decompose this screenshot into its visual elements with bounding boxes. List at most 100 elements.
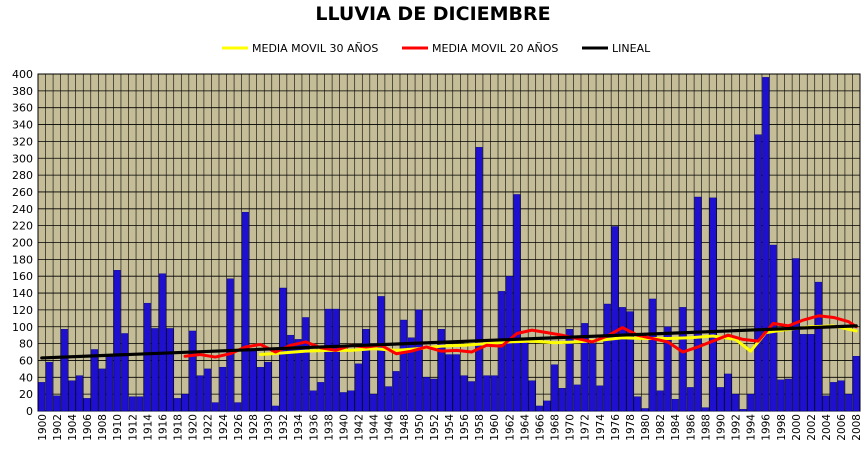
bar [762,77,770,412]
bar [151,328,159,412]
bar [347,390,355,412]
bar [709,197,717,412]
bar [407,337,415,412]
bar [181,393,189,412]
bar [249,350,257,412]
x-tick-label: 1926 [233,414,245,441]
bar [83,398,91,412]
x-tick-label: 1906 [82,414,94,441]
bar [528,380,536,412]
bar [445,354,453,412]
y-tick-label: 320 [12,135,33,148]
bar [822,395,830,412]
bar [377,296,385,412]
bar [845,393,853,412]
x-tick-label: 1940 [338,414,350,441]
bar [566,329,574,412]
x-tick-label: 1936 [308,414,320,441]
bar [453,354,460,412]
bar [460,375,468,412]
x-tick-label: 1996 [761,414,773,441]
x-tick-label: 2000 [791,414,803,441]
bar [204,368,212,412]
bar [158,273,166,412]
y-tick-label: 300 [12,152,33,165]
bar [656,390,664,412]
bar [475,147,483,412]
bar [332,308,340,412]
bar [422,377,430,412]
bar [543,400,551,412]
x-tick-label: 1944 [369,414,381,441]
bar [619,307,626,412]
bar [264,361,272,412]
bar [792,258,800,412]
bar [143,302,151,412]
y-tick-label: 140 [12,287,33,300]
x-tick-label: 1972 [580,414,592,441]
bar [76,375,83,412]
x-tick-label: 1946 [384,414,396,441]
legend-label-ma20: MEDIA MOVIL 20 AÑOS [432,42,558,55]
bar [60,329,68,412]
bar [520,340,528,412]
x-tick-label: 2004 [821,414,833,441]
bar [815,281,822,412]
x-tick-label: 1902 [52,414,64,441]
bar [807,334,815,412]
bar [106,354,114,412]
bar [339,392,347,412]
y-tick-label: 260 [12,186,33,199]
bar [717,387,724,412]
bar [536,405,543,412]
bar [603,303,611,412]
bar [573,384,581,412]
bar [611,226,619,412]
bar [385,386,393,412]
bar [754,134,762,412]
bar [784,378,792,412]
bar [415,309,423,412]
gridlines [37,73,861,412]
x-tick-label: 1924 [218,414,230,441]
chart-title: LLUVIA DE DICIEMBRE [315,3,550,25]
x-tick-label: 1934 [293,414,305,441]
bar [649,298,657,412]
bar [302,317,310,412]
bar [234,402,242,412]
x-axis: 1900 1902 1904 1906 1908 1910 1912 1914 1916 1918… [37,414,863,441]
x-tick-label: 1960 [489,414,501,441]
bar [355,363,362,412]
bar [558,388,566,412]
x-tick-label: 1930 [263,414,275,441]
bar [309,390,317,412]
bar [370,393,378,412]
x-tick-label: 2006 [836,414,848,441]
y-tick-label: 40 [19,371,33,384]
bar [498,291,506,412]
bar [588,343,596,412]
x-tick-label: 1982 [655,414,667,441]
bar [68,380,76,412]
trend-lines [40,314,858,360]
x-tick-label: 1978 [625,414,637,441]
bar [317,382,325,412]
y-tick-label: 380 [12,85,33,98]
x-tick-label: 1928 [248,414,260,441]
bar [189,330,197,412]
bar [392,371,400,412]
bar [362,329,370,412]
bar [739,409,747,412]
bar [45,361,53,412]
x-tick-label: 1992 [731,414,743,441]
x-tick-label: 1942 [354,414,366,441]
x-tick-label: 1932 [278,414,290,441]
x-tick-label: 1918 [173,414,185,441]
x-tick-label: 1988 [700,414,712,441]
x-tick-label: 1994 [746,414,758,441]
x-tick-label: 1976 [610,414,622,441]
bar [747,393,755,412]
bar [98,368,106,412]
bar [596,385,604,412]
bar [671,399,679,412]
